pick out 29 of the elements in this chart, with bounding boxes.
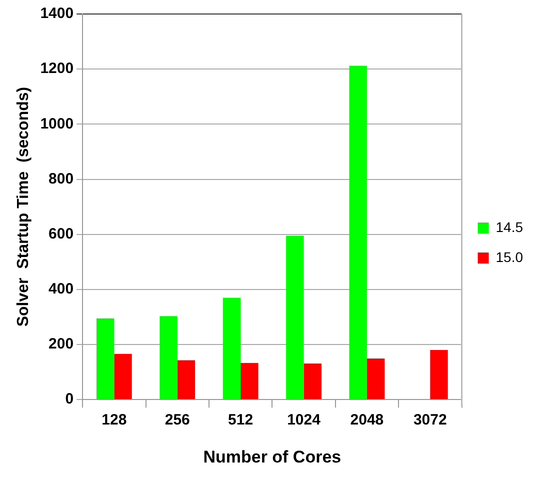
x-tick-label: 2048 — [350, 412, 384, 429]
legend-label: 14.5 — [496, 218, 524, 235]
bar — [366, 358, 385, 400]
bar — [430, 350, 448, 400]
bar — [240, 362, 258, 400]
y-tick-label: 800 — [48, 170, 74, 188]
y-tick-label: 200 — [48, 336, 74, 353]
bar — [96, 318, 114, 400]
y-tick-label: 1200 — [40, 60, 74, 78]
bar — [286, 236, 304, 400]
y-tick-label: 600 — [48, 225, 74, 242]
x-tick-label: 256 — [164, 412, 190, 429]
y-tick-label: 1000 — [40, 115, 74, 132]
bar — [177, 360, 196, 400]
bar — [160, 316, 178, 400]
x-tick-label: 1024 — [287, 412, 322, 429]
legend-label: 15.0 — [496, 248, 524, 265]
y-axis-title: Solver Startup Time (seconds) — [15, 86, 32, 327]
bar — [304, 364, 322, 400]
y-tick-label: 0 — [65, 390, 74, 408]
bar — [349, 66, 367, 400]
x-tick-label: 3072 — [413, 412, 447, 429]
y-tick-label: 400 — [48, 280, 74, 298]
x-axis-title: Number of Cores — [203, 447, 342, 466]
x-tick-label: 128 — [102, 412, 127, 429]
bar — [222, 298, 241, 400]
y-tick-label: 1400 — [40, 5, 74, 22]
x-tick-label: 512 — [228, 412, 254, 429]
bar — [114, 354, 132, 400]
